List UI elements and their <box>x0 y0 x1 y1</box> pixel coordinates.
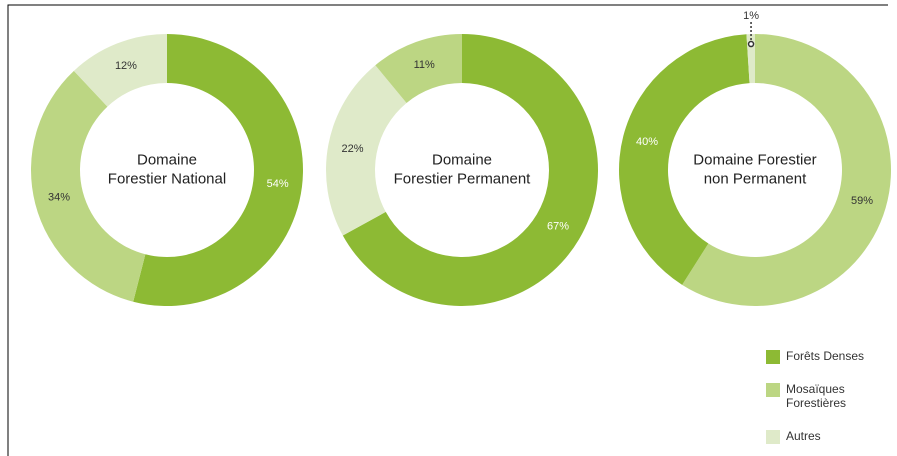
donut-title: non Permanent <box>704 170 807 187</box>
donut-segment <box>73 34 167 107</box>
legend-label: Autres <box>786 429 821 443</box>
legend-label: Forestières <box>786 396 846 410</box>
donut-title: Domaine <box>137 151 197 168</box>
legend-swatch <box>766 383 780 397</box>
frame <box>7 4 888 456</box>
value-label: 1% <box>743 10 759 22</box>
value-label: 40% <box>636 136 658 148</box>
donut-segment <box>682 34 891 306</box>
leader-dot <box>747 40 755 48</box>
donut-title: Forestier National <box>108 170 226 187</box>
legend-swatch <box>766 430 780 444</box>
donut-segment <box>326 65 407 236</box>
value-label: 34% <box>48 192 70 204</box>
donut-segment <box>342 34 598 306</box>
donut-title: Domaine <box>432 151 492 168</box>
value-label: 22% <box>341 143 363 155</box>
donut-segment <box>31 70 146 302</box>
donut-title: Domaine Forestier <box>693 151 816 168</box>
value-label: 11% <box>414 59 435 71</box>
donut-segment <box>619 34 750 285</box>
value-label: 67% <box>547 221 569 233</box>
legend-label: Forêts Denses <box>786 349 864 363</box>
donut-segment <box>375 34 462 103</box>
legend-swatch <box>766 350 780 364</box>
legend-label: Mosaïques <box>786 382 845 396</box>
donut-title: Forestier Permanent <box>394 170 532 187</box>
value-label: 59% <box>851 195 873 207</box>
value-label: 12% <box>115 60 137 72</box>
donut-segment <box>133 34 303 306</box>
value-label: 54% <box>267 178 289 190</box>
